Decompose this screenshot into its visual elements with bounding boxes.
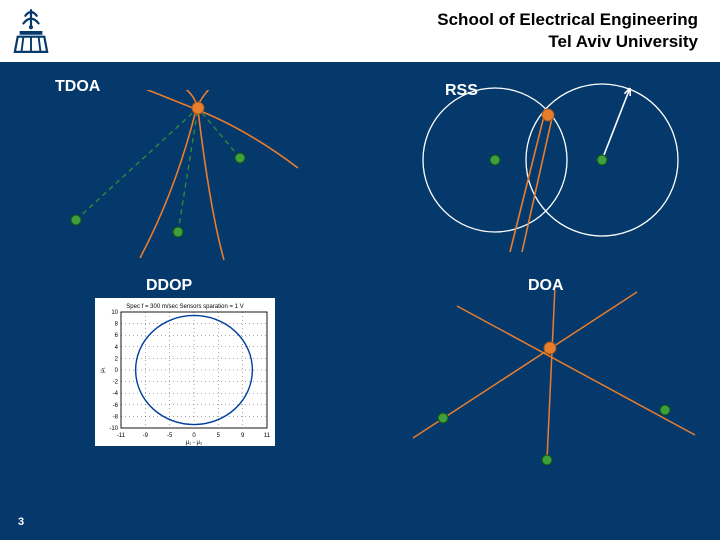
header-line2: Tel Aviv University [437, 31, 698, 53]
svg-text:-11: -11 [117, 433, 126, 439]
svg-text:-9: -9 [143, 433, 149, 439]
svg-text:10: 10 [111, 310, 118, 316]
svg-text:-10: -10 [109, 426, 118, 432]
doa-diagram [395, 290, 705, 465]
slide-number: 3 [18, 516, 24, 528]
svg-text:-8: -8 [113, 414, 119, 420]
header: School of Electrical Engineering Tel Avi… [0, 0, 720, 62]
svg-text:-6: -6 [113, 403, 119, 409]
svg-text:-4: -4 [113, 391, 119, 397]
slide-body: TDOA RSS DDOP DOA Spec f = 300 m/sec Sen… [0, 65, 720, 540]
svg-text:-2: -2 [113, 380, 119, 386]
svg-text:μ₁ - μ₂: μ₁ - μ₂ [186, 440, 203, 446]
header-title: School of Electrical Engineering Tel Avi… [437, 9, 698, 53]
tdoa-diagram [38, 90, 318, 265]
ddop-plot: Spec f = 300 m/sec Sensors sparation = 1… [95, 298, 275, 446]
university-logo [12, 8, 50, 54]
rss-diagram [380, 80, 700, 260]
svg-text:-5: -5 [167, 433, 173, 439]
header-line1: School of Electrical Engineering [437, 9, 698, 31]
svg-text:μ₁: μ₁ [100, 367, 106, 372]
svg-text:Spec f = 300 m/sec Sensors sp: Spec f = 300 m/sec Sensors sparation = 1… [126, 304, 243, 310]
ddop-label: DDOP [146, 277, 192, 295]
svg-text:11: 11 [264, 433, 271, 439]
slide-root: School of Electrical Engineering Tel Avi… [0, 0, 720, 540]
